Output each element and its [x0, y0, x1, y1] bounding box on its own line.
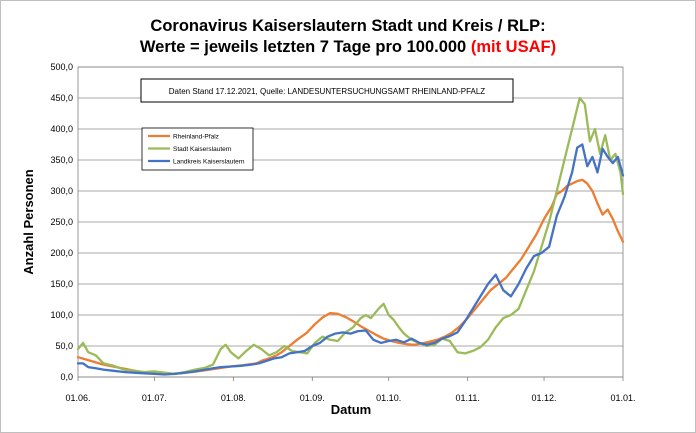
series-line	[76, 96, 625, 376]
x-tick-labels: 01.06. 01.07. 01.08. 01.09. 01.10. 01.11. 01.1…	[65, 377, 636, 403]
legend-label: Rheinland-Pfalz	[173, 133, 219, 140]
chart-title-line1: Coronavirus Kaiserslautern Stadt und Kre…	[150, 17, 545, 35]
chart-title-line2-red: (mit USAF)	[471, 38, 556, 56]
legend-label: Landkreis Kaiserslautern	[173, 158, 245, 165]
x-axis-label: Datum	[331, 402, 371, 417]
x-tick-label: 01.01.	[610, 393, 635, 403]
y-tick-labels: 0,0 50,0 100,0 150,0 200,0 250,0 300,0 350,0 400…	[50, 62, 73, 382]
y-tick-label: 150,0	[50, 279, 73, 289]
note-box-border	[140, 78, 514, 103]
note-box: Daten Stand 17.12.2021, Quelle: LANDESUN…	[140, 78, 514, 103]
series-lines	[76, 96, 625, 376]
series-line	[76, 178, 625, 376]
x-tick-label: 01.09.	[300, 393, 325, 403]
y-tick-label: 400,0	[50, 124, 73, 134]
y-tick-label: 500,0	[50, 62, 73, 72]
y-tick-label: 250,0	[50, 217, 73, 227]
chart-title-line2-black: Werte = jeweils letzten 7 Tage pro 100.0…	[140, 38, 471, 56]
legend-label: Stadt Kaiserslautern	[173, 146, 232, 153]
y-axis-label: Anzahl Personen	[21, 169, 36, 275]
x-tick-label: 01.08.	[221, 393, 246, 403]
y-tick-label: 450,0	[50, 93, 73, 103]
y-tick-label: 200,0	[50, 248, 73, 258]
x-tick-label: 01.10.	[376, 393, 401, 403]
plot-area-border	[77, 66, 624, 378]
x-tick-label: 01.11.	[455, 393, 479, 403]
x-tick-label: 01.12.	[532, 393, 557, 403]
y-tick-label: 100,0	[50, 310, 73, 320]
chart-title-line2: Werte = jeweils letzten 7 Tage pro 100.0…	[140, 38, 556, 56]
y-tick-label: 50,0	[55, 341, 73, 351]
x-tick-label: 01.07.	[142, 393, 167, 403]
x-tick-label: 01.06.	[65, 393, 90, 403]
series-line	[76, 143, 625, 376]
note-text: Daten Stand 17.12.2021, Quelle: LANDESUN…	[169, 87, 486, 96]
gridlines	[78, 66, 623, 378]
y-tick-label: 0,0	[60, 372, 73, 382]
y-tick-label: 300,0	[50, 186, 73, 196]
y-tick-label: 350,0	[50, 155, 73, 165]
legend: Rheinland-Pfalz Stadt Kaiserslautern Landk…	[141, 127, 254, 171]
